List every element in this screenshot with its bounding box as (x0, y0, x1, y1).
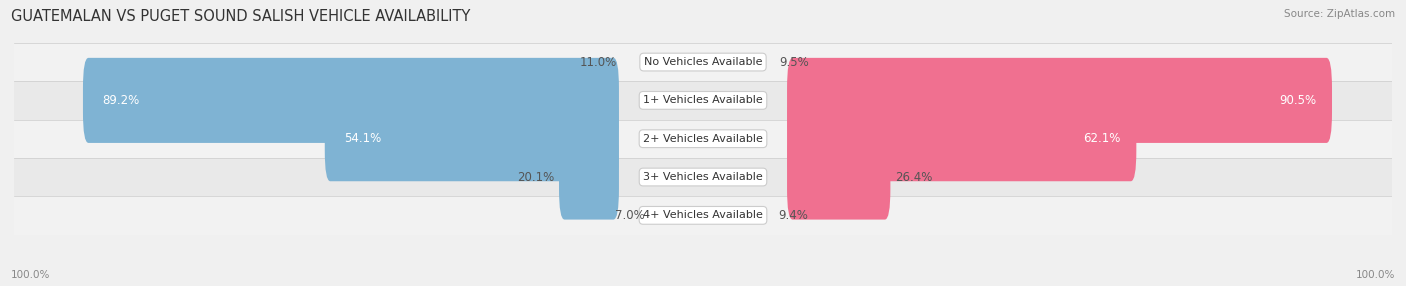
FancyBboxPatch shape (14, 81, 1392, 120)
Text: 89.2%: 89.2% (103, 94, 139, 107)
Text: 100.0%: 100.0% (1355, 270, 1395, 280)
FancyBboxPatch shape (14, 120, 1392, 158)
Text: 20.1%: 20.1% (517, 170, 554, 184)
FancyBboxPatch shape (560, 134, 619, 220)
Text: Source: ZipAtlas.com: Source: ZipAtlas.com (1284, 9, 1395, 19)
Text: 26.4%: 26.4% (896, 170, 932, 184)
FancyBboxPatch shape (787, 96, 1136, 181)
Text: No Vehicles Available: No Vehicles Available (644, 57, 762, 67)
FancyBboxPatch shape (325, 96, 619, 181)
Text: 3+ Vehicles Available: 3+ Vehicles Available (643, 172, 763, 182)
FancyBboxPatch shape (787, 134, 890, 220)
Text: 2+ Vehicles Available: 2+ Vehicles Available (643, 134, 763, 144)
FancyBboxPatch shape (14, 196, 1392, 235)
FancyBboxPatch shape (14, 43, 1392, 81)
Text: 9.5%: 9.5% (779, 55, 808, 69)
Text: 90.5%: 90.5% (1279, 94, 1316, 107)
Text: 1+ Vehicles Available: 1+ Vehicles Available (643, 96, 763, 105)
Text: 62.1%: 62.1% (1083, 132, 1121, 145)
Text: 100.0%: 100.0% (11, 270, 51, 280)
Text: 9.4%: 9.4% (778, 209, 808, 222)
FancyBboxPatch shape (787, 58, 1331, 143)
Text: 4+ Vehicles Available: 4+ Vehicles Available (643, 210, 763, 220)
Text: 7.0%: 7.0% (614, 209, 644, 222)
FancyBboxPatch shape (14, 158, 1392, 196)
Text: 11.0%: 11.0% (579, 55, 617, 69)
FancyBboxPatch shape (83, 58, 619, 143)
Text: GUATEMALAN VS PUGET SOUND SALISH VEHICLE AVAILABILITY: GUATEMALAN VS PUGET SOUND SALISH VEHICLE… (11, 9, 471, 23)
Text: 54.1%: 54.1% (344, 132, 381, 145)
